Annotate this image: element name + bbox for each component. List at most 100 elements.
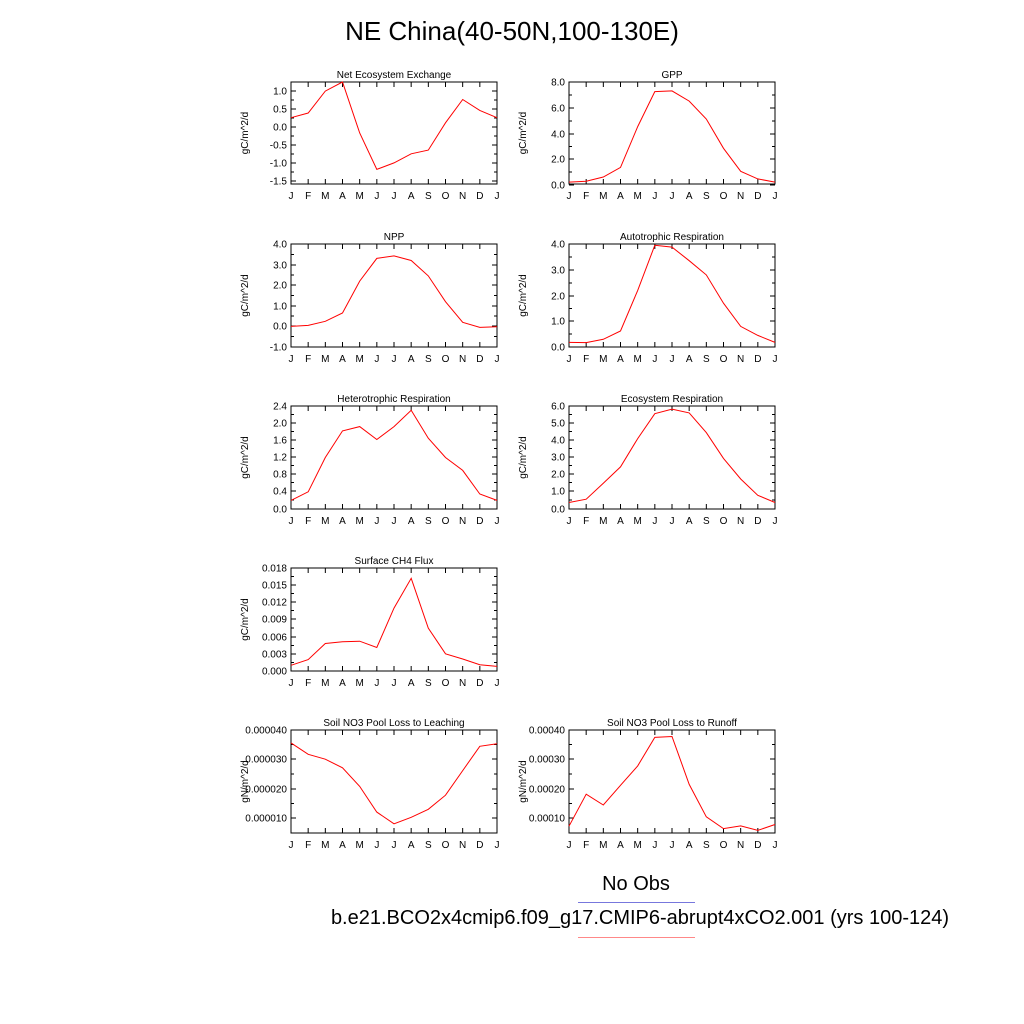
y-tick-label: 0.0 bbox=[551, 343, 565, 354]
x-tick-label: A bbox=[408, 678, 415, 689]
y-tick-label: 1.0 bbox=[551, 317, 565, 328]
x-tick-label: J bbox=[392, 678, 397, 689]
y-tick-label: 0.006 bbox=[262, 633, 287, 644]
x-tick-label: M bbox=[599, 840, 607, 851]
y-axis-label: gC/m^2/d bbox=[240, 112, 251, 155]
x-tick-label: J bbox=[289, 516, 294, 527]
x-tick-label: F bbox=[305, 191, 311, 202]
x-tick-label: J bbox=[773, 191, 778, 202]
y-tick-label: 0.00030 bbox=[529, 755, 566, 766]
x-tick-label: J bbox=[652, 354, 657, 365]
x-tick-label: D bbox=[754, 354, 761, 365]
x-tick-label: A bbox=[408, 354, 415, 365]
x-tick-label: J bbox=[392, 516, 397, 527]
y-tick-label: 0.009 bbox=[262, 615, 287, 626]
plot-frame bbox=[290, 567, 498, 672]
x-tick-label: J bbox=[670, 191, 675, 202]
y-tick-label: 0.0 bbox=[273, 505, 287, 516]
x-tick-label: N bbox=[459, 678, 466, 689]
x-tick-label: J bbox=[289, 191, 294, 202]
x-tick-label: O bbox=[442, 678, 450, 689]
x-tick-label: N bbox=[459, 191, 466, 202]
y-axis-label: gN/m^2/d bbox=[518, 760, 529, 803]
y-tick-label: 0.00010 bbox=[529, 814, 566, 825]
x-tick-label: J bbox=[289, 840, 294, 851]
panel-title: Ecosystem Respiration bbox=[621, 394, 723, 405]
x-tick-label: N bbox=[737, 354, 744, 365]
y-tick-label: 0.4 bbox=[273, 487, 287, 498]
x-tick-label: M bbox=[321, 678, 329, 689]
x-tick-label: N bbox=[737, 516, 744, 527]
series-line bbox=[568, 735, 776, 831]
x-tick-label: O bbox=[442, 516, 450, 527]
x-tick-label: N bbox=[459, 354, 466, 365]
x-tick-label: A bbox=[339, 678, 346, 689]
x-tick-label: M bbox=[599, 191, 607, 202]
x-tick-label: O bbox=[720, 354, 728, 365]
x-tick-label: S bbox=[425, 678, 432, 689]
x-tick-label: A bbox=[339, 191, 346, 202]
plot-frame bbox=[568, 729, 776, 834]
x-tick-label: N bbox=[459, 516, 466, 527]
series-line bbox=[568, 244, 776, 344]
x-tick-label: O bbox=[720, 516, 728, 527]
y-tick-label: 0.00020 bbox=[529, 785, 566, 796]
x-tick-label: O bbox=[442, 354, 450, 365]
x-tick-label: J bbox=[567, 840, 572, 851]
y-tick-label: 0.5 bbox=[273, 105, 287, 116]
x-tick-label: S bbox=[703, 191, 710, 202]
x-tick-label: J bbox=[773, 354, 778, 365]
legend-model-line bbox=[578, 937, 695, 938]
x-tick-label: A bbox=[408, 840, 415, 851]
x-tick-label: D bbox=[476, 840, 483, 851]
y-tick-label: 2.0 bbox=[551, 292, 565, 303]
y-tick-label: 0.000 bbox=[262, 667, 287, 678]
y-tick-label: 2.0 bbox=[551, 470, 565, 481]
series-line bbox=[290, 742, 498, 825]
y-tick-label: 1.0 bbox=[551, 487, 565, 498]
y-tick-label: -1.0 bbox=[270, 159, 288, 170]
y-tick-label: 0.0 bbox=[551, 505, 565, 516]
y-axis-label: gC/m^2/d bbox=[240, 598, 251, 641]
y-tick-label: 0.0 bbox=[273, 123, 287, 134]
x-tick-label: A bbox=[686, 191, 693, 202]
x-tick-label: M bbox=[633, 516, 641, 527]
page-title: NE China(40-50N,100-130E) bbox=[345, 16, 679, 46]
y-tick-label: 0.000030 bbox=[245, 755, 287, 766]
x-tick-label: N bbox=[737, 840, 744, 851]
x-tick-label: J bbox=[289, 678, 294, 689]
panel-title: Net Ecosystem Exchange bbox=[337, 70, 452, 81]
y-tick-label: 3.0 bbox=[551, 266, 565, 277]
x-tick-label: F bbox=[583, 516, 589, 527]
x-tick-label: M bbox=[599, 516, 607, 527]
x-tick-label: A bbox=[686, 516, 693, 527]
panel-title: Soil NO3 Pool Loss to Leaching bbox=[323, 718, 464, 729]
x-tick-label: S bbox=[703, 840, 710, 851]
y-axis-label: gC/m^2/d bbox=[518, 436, 529, 479]
panel-title: Surface CH4 Flux bbox=[355, 556, 434, 567]
x-tick-label: F bbox=[583, 354, 589, 365]
y-tick-label: 0.003 bbox=[262, 650, 287, 661]
x-tick-label: D bbox=[754, 840, 761, 851]
y-tick-label: 0.0 bbox=[273, 322, 287, 333]
x-tick-label: O bbox=[720, 191, 728, 202]
x-tick-label: J bbox=[567, 516, 572, 527]
x-tick-label: J bbox=[670, 354, 675, 365]
x-tick-label: J bbox=[374, 191, 379, 202]
x-tick-label: M bbox=[633, 354, 641, 365]
legend-obs-line bbox=[578, 902, 695, 903]
y-tick-label: 0.000020 bbox=[245, 785, 287, 796]
x-tick-label: M bbox=[321, 840, 329, 851]
series-line bbox=[290, 81, 498, 171]
x-tick-label: J bbox=[773, 840, 778, 851]
x-tick-label: A bbox=[617, 191, 624, 202]
x-tick-label: J bbox=[495, 354, 500, 365]
plot-frame bbox=[290, 729, 498, 834]
panel-title: Soil NO3 Pool Loss to Runoff bbox=[607, 718, 737, 729]
